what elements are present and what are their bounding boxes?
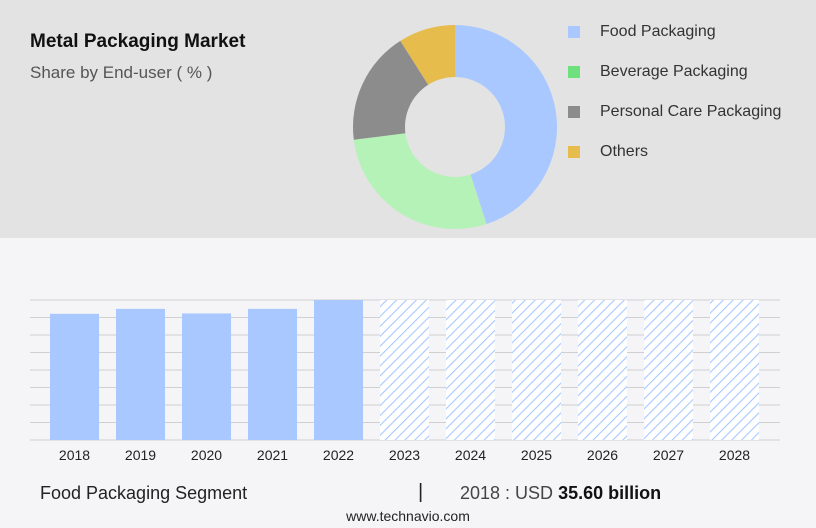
legend-swatch — [568, 26, 580, 38]
legend-item-food-packaging: Food Packaging — [568, 12, 781, 52]
bar-forecast-2023 — [380, 300, 429, 440]
x-tick-label: 2019 — [125, 447, 156, 463]
donut-legend: Food Packaging Beverage Packaging Personal… — [568, 12, 781, 172]
x-tick-label: 2020 — [191, 447, 222, 463]
x-tick-label: 2027 — [653, 447, 684, 463]
chart-subtitle: Share by End-user ( % ) — [30, 63, 213, 82]
x-tick-label: 2022 — [323, 447, 354, 463]
x-tick-label: 2028 — [719, 447, 750, 463]
bar-forecast-2028 — [710, 300, 759, 440]
donut-slice-beverage-packaging — [353, 133, 487, 229]
source-link[interactable]: www.technavio.com — [346, 508, 470, 524]
bar-chart: 2018 2019 2020 2021 2022 2023 2024 2025 2026 2027… — [30, 299, 780, 463]
donut-slice-food-packaging — [455, 25, 557, 225]
bar-2020 — [182, 313, 231, 440]
legend-label: Food Packaging — [600, 23, 716, 40]
legend-label: Others — [600, 143, 649, 160]
legend-item-beverage-packaging: Beverage Packaging — [568, 52, 781, 92]
x-tick-label: 2026 — [587, 447, 618, 463]
x-tick-label: 2018 — [59, 447, 90, 463]
legend-item-personal-care-packaging: Personal Care Packaging — [568, 92, 781, 132]
x-tick-label: 2025 — [521, 447, 552, 463]
legend-swatch — [568, 146, 580, 158]
x-tick-label: 2021 — [257, 447, 288, 463]
x-tick-label: 2023 — [389, 447, 420, 463]
bar-forecast-2024 — [446, 300, 495, 440]
bar-forecast-2027 — [644, 300, 693, 440]
segment-year-label: 2018 : USD — [460, 483, 554, 503]
footer-divider: | — [418, 481, 424, 503]
legend-item-others: Others — [568, 132, 781, 172]
legend-label: Personal Care Packaging — [600, 103, 782, 120]
header-panel: Metal Packaging Market Share by End-user… — [0, 0, 816, 238]
x-tick-label: 2024 — [455, 447, 486, 463]
bar-2018 — [50, 313, 99, 440]
legend-label: Beverage Packaging — [600, 63, 748, 80]
donut-slice-others — [400, 25, 455, 85]
donut-slice-personal-care-packaging — [353, 40, 429, 140]
legend-swatch — [568, 106, 580, 118]
legend-swatch — [568, 66, 580, 78]
segment-label: Food Packaging Segment — [40, 483, 248, 503]
segment-value-amount: 35.60 billion — [558, 483, 662, 503]
bar-2021 — [248, 308, 297, 440]
donut-chart — [353, 25, 557, 229]
bar-2022 — [314, 300, 363, 440]
bar-forecast-2025 — [512, 300, 561, 440]
chart-title: Metal Packaging Market — [30, 31, 246, 52]
bar-2019 — [116, 308, 165, 440]
bar-forecast-2026 — [578, 300, 627, 440]
segment-value: 2018 : USD 35.60 billion — [460, 483, 661, 504]
